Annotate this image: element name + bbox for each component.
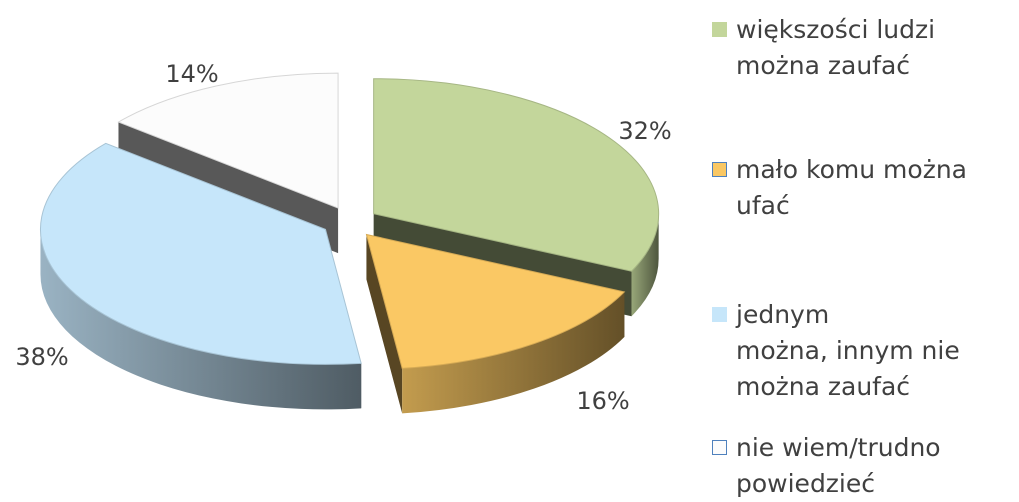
legend-label: nie wiem/trudno powiedzieć: [736, 433, 941, 498]
slice-wall: [40, 229, 362, 410]
legend-swatch: [712, 307, 727, 322]
legend-swatch: [712, 162, 727, 177]
data-label: 16%: [576, 387, 629, 415]
legend-item: mało komu można ufać: [712, 152, 1012, 224]
legend-label: jednym można, innym nie można zaufać: [736, 300, 960, 401]
data-label: 32%: [618, 117, 671, 145]
slice: [117, 72, 339, 209]
data-label: 38%: [15, 343, 68, 371]
legend-item: większości ludzi można zaufać: [712, 12, 1012, 84]
data-label: 14%: [165, 60, 218, 88]
pie-plot: 32% 16% 38% 14%: [15, 60, 671, 415]
legend-label: większości ludzi można zaufać: [736, 15, 936, 80]
slice: [39, 142, 362, 365]
slice: [373, 78, 660, 272]
legend-swatch: [712, 22, 727, 37]
slice-wall: [402, 291, 625, 414]
slice: [365, 233, 626, 369]
legend-item: nie wiem/trudno powiedzieć: [712, 430, 1012, 502]
legend-item: jednym można, innym nie można zaufać: [712, 297, 1012, 405]
legend-swatch: [712, 440, 727, 455]
slice-side: [366, 234, 403, 414]
slice-wall: [631, 213, 659, 317]
legend-label: mało komu można ufać: [736, 155, 967, 220]
